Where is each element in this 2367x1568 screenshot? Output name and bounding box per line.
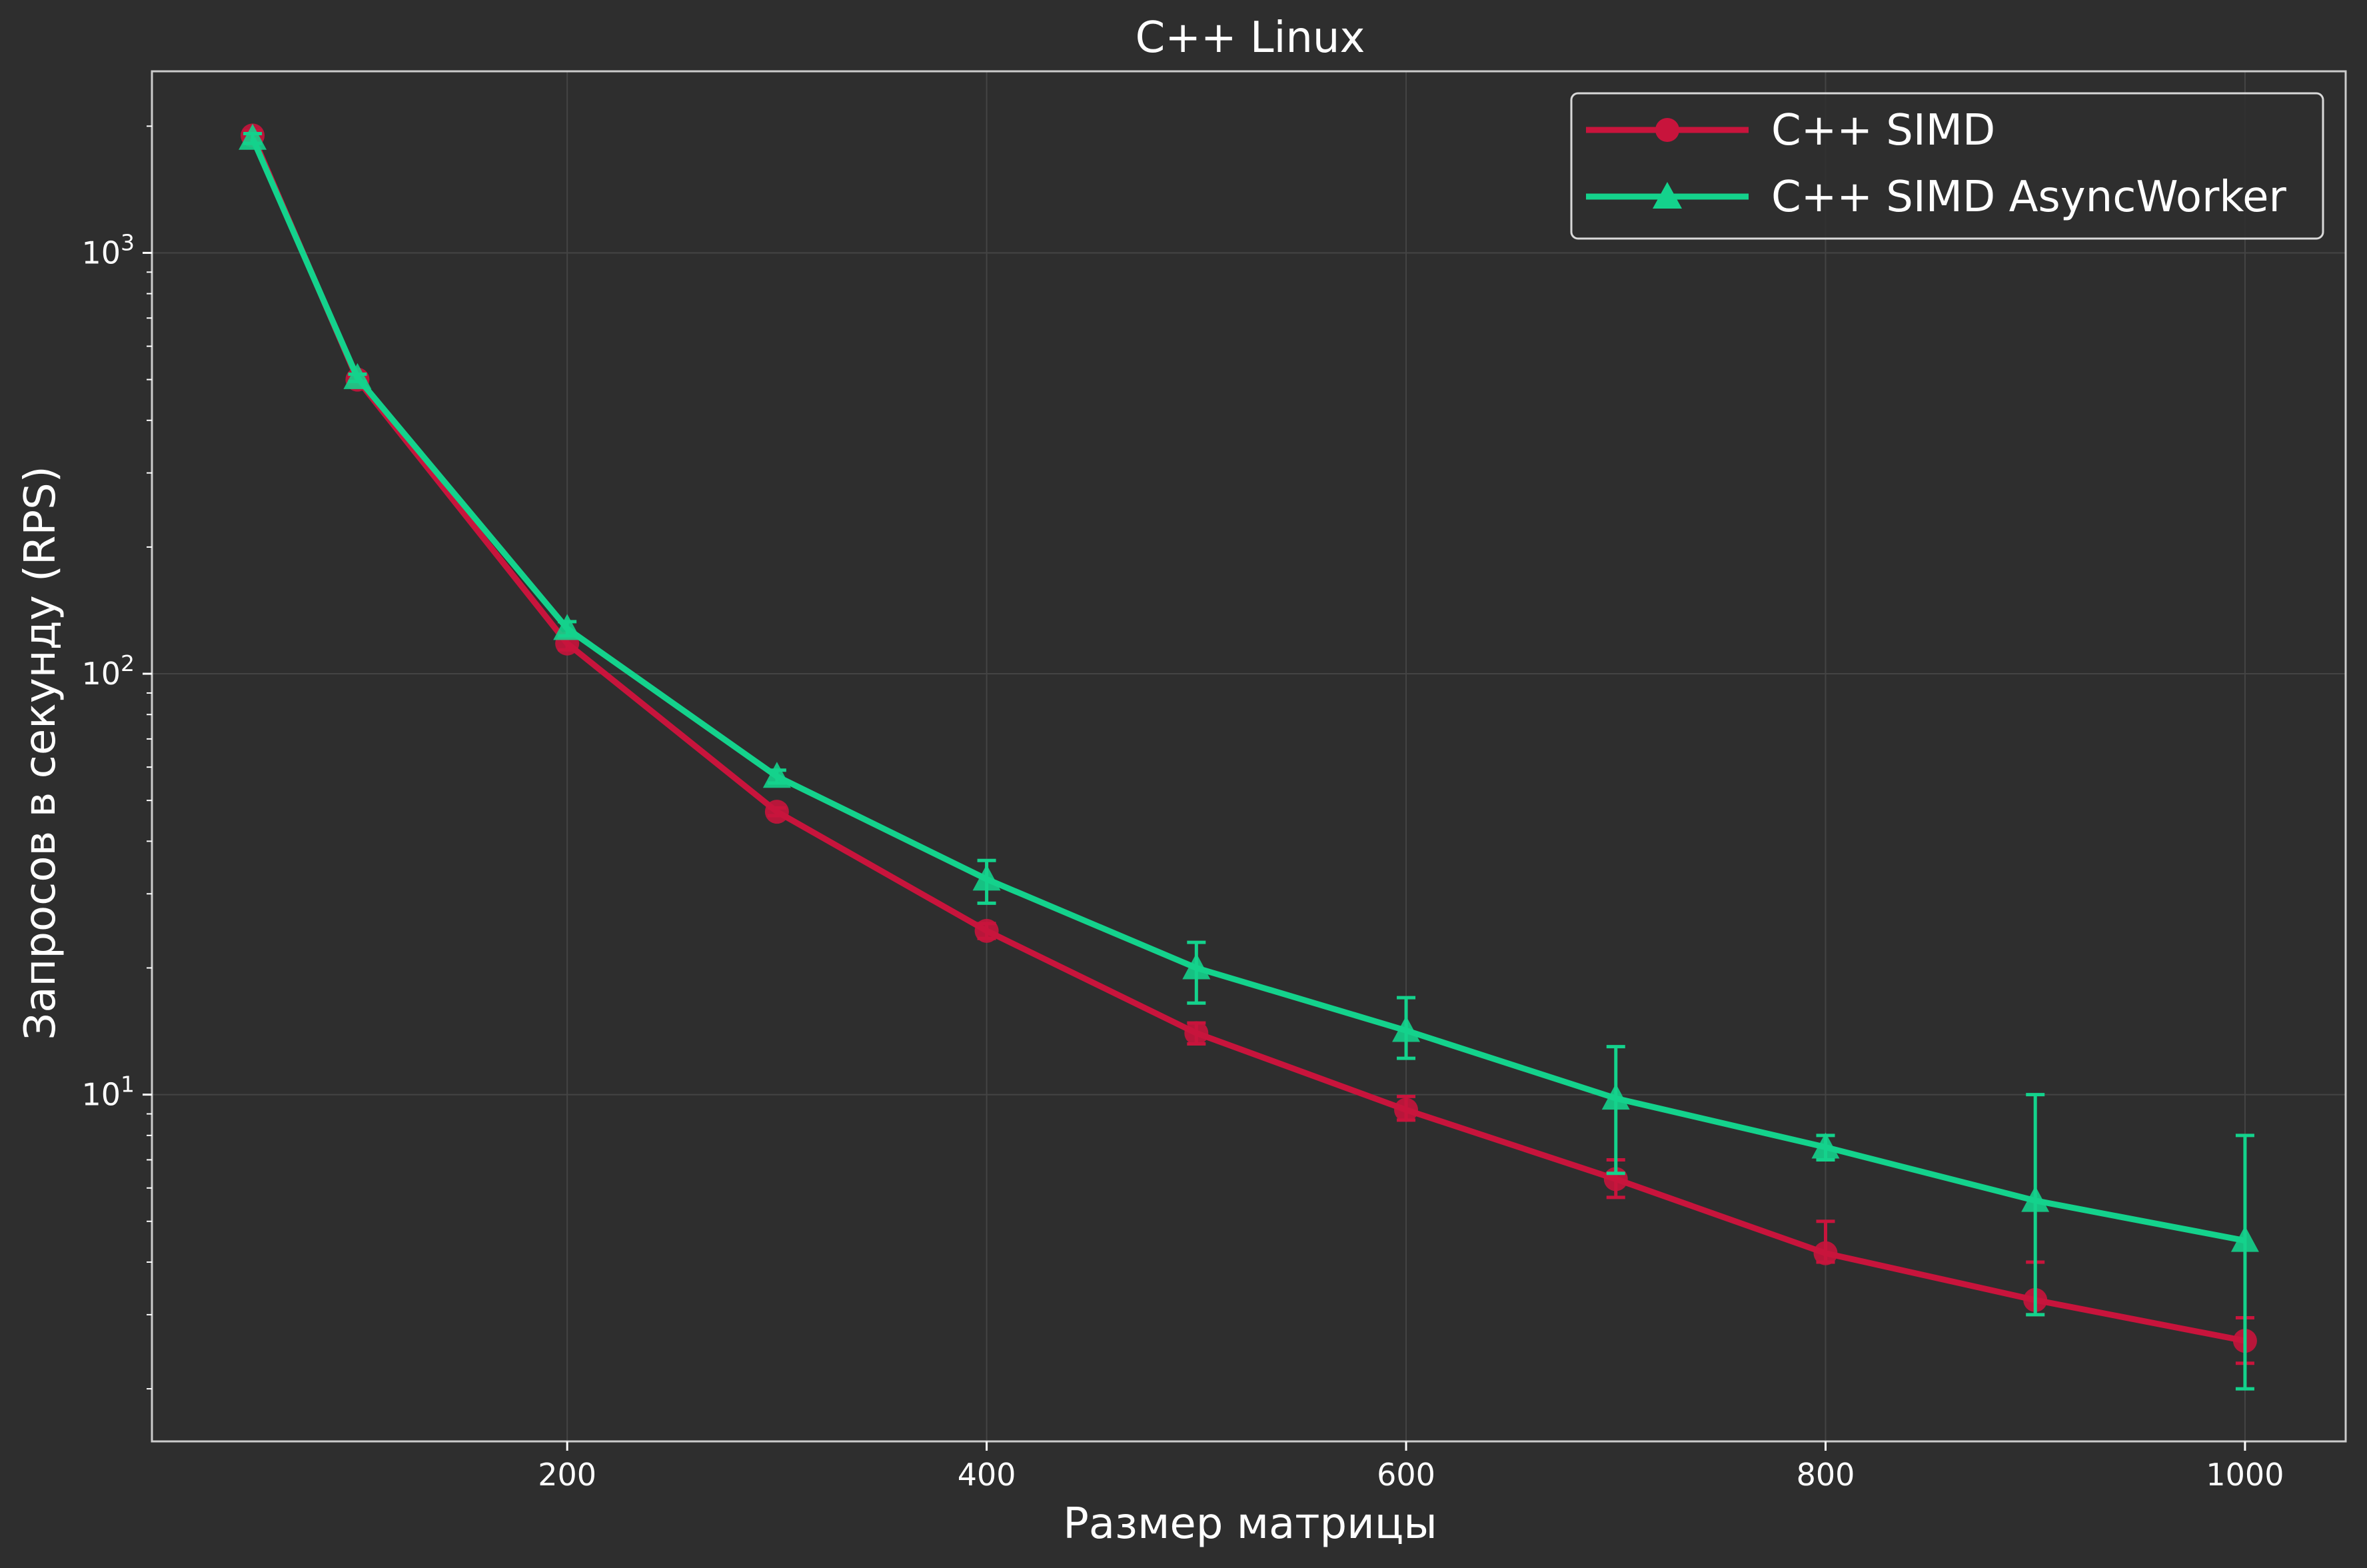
x-tick-label-1: 400	[958, 1457, 1016, 1493]
point-series-2-5	[1182, 953, 1211, 980]
y-tick-label-2: 103	[81, 229, 135, 271]
point-series-2-4	[972, 864, 1001, 891]
point-series-2-7	[1601, 1084, 1630, 1110]
point-series-2-1	[343, 363, 372, 389]
x-tick-label-3: 800	[1797, 1457, 1855, 1493]
point-series-2-3	[762, 762, 791, 788]
point-series-1-4	[974, 918, 999, 943]
x-axis-label: Размер матрицы	[1063, 1499, 1437, 1549]
series-2	[239, 123, 2259, 1391]
legend-marker-series-2	[1653, 182, 1682, 209]
legend: C++ SIMD C++ SIMD AsyncWorker	[1570, 92, 2324, 240]
legend-label-series-1: C++ SIMD	[1771, 106, 1995, 155]
legend-frame	[1570, 92, 2324, 240]
point-series-2-0	[239, 123, 267, 150]
x-tick-label-0: 200	[538, 1457, 596, 1493]
y-tick-label-1: 102	[81, 650, 135, 692]
legend-marker-series-1	[1655, 118, 1679, 142]
x-tick-label-4: 1000	[2206, 1457, 2284, 1493]
point-series-1-6	[1394, 1098, 1419, 1122]
point-series-2-6	[1392, 1016, 1421, 1042]
axis-ticks: 200 400 600 800 1000 101 102 103	[81, 125, 2284, 1493]
legend-label-series-2: C++ SIMD AsyncWorker	[1771, 173, 2287, 222]
point-series-2-2	[553, 614, 582, 640]
y-tick-label-0: 101	[81, 1072, 135, 1113]
y-axis-label: Запросов в секунду (RPS)	[16, 466, 65, 1040]
point-series-1-5	[1184, 1021, 1209, 1046]
point-series-2-10	[2230, 1225, 2259, 1252]
chart-title: C++ Linux	[1136, 13, 1365, 63]
grid	[152, 71, 2346, 1441]
point-series-1-3	[764, 800, 789, 824]
series-layer	[239, 123, 2259, 1391]
point-series-1-8	[1813, 1241, 1838, 1265]
point-series-2-9	[2021, 1185, 2050, 1212]
x-tick-label-2: 600	[1377, 1457, 1435, 1493]
point-series-2-8	[1811, 1132, 1840, 1159]
plot-area-frame	[151, 70, 2347, 1443]
